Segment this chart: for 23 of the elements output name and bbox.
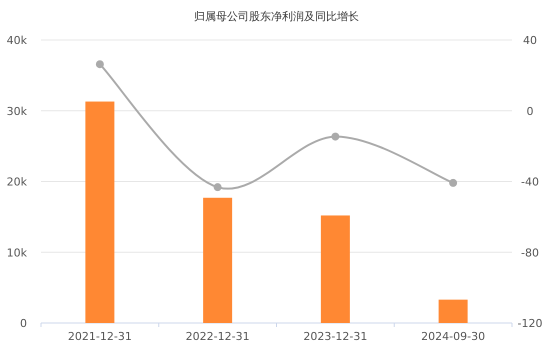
bar — [438, 300, 468, 323]
chart-title: 归属母公司股东净利润及同比增长 — [194, 10, 359, 23]
point — [214, 183, 222, 192]
y2-tick-label: -40 — [521, 176, 539, 188]
y-tick-label: 0 — [20, 317, 27, 330]
x-tick-label: 2021-12-31 — [68, 330, 132, 343]
point — [449, 178, 458, 187]
point — [96, 60, 104, 68]
bar — [320, 215, 350, 323]
x-tick-label: 2022-12-31 — [186, 330, 250, 343]
y2-tick-label: 0 — [526, 104, 534, 118]
x-tick-label: 2023-12-31 — [303, 330, 368, 343]
y-tick-label: 40k — [6, 34, 28, 47]
y-tick-label: 20k — [6, 176, 28, 188]
x-tick-label: 2024-09-30 — [421, 330, 486, 343]
y2-tick-label: -80 — [521, 246, 539, 260]
y2-tick-label: 40 — [523, 34, 537, 47]
bar — [85, 102, 114, 323]
point — [331, 132, 340, 141]
bar — [203, 198, 232, 323]
y2-tick-label: -120 — [518, 317, 542, 330]
y-tick-label: 10k — [6, 246, 28, 260]
y-tick-label: 30k — [6, 104, 28, 118]
